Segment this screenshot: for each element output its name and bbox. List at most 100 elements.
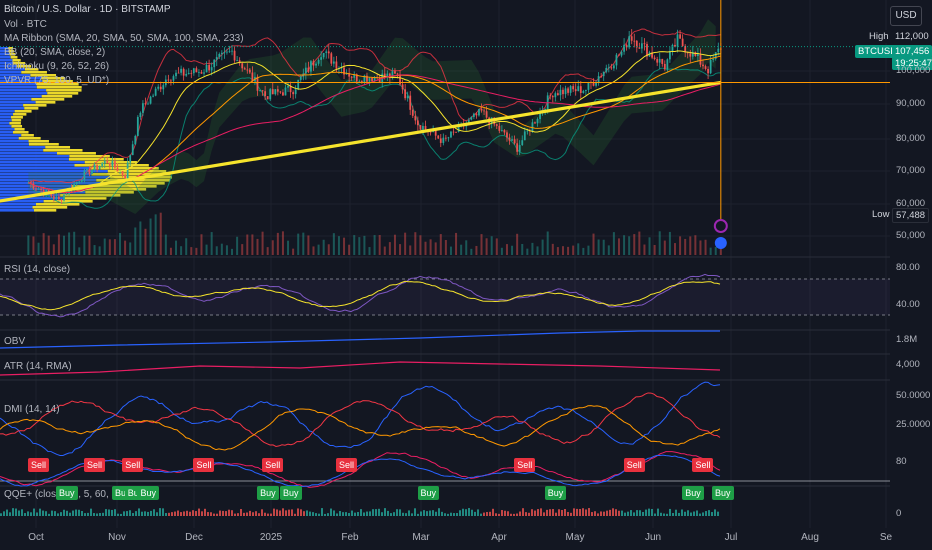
- last-price-tag: 107,456: [892, 45, 932, 58]
- y-tick-qqe: 80: [896, 456, 907, 467]
- qqe-bar: [3, 511, 5, 516]
- volume-bar: [719, 245, 722, 255]
- candle-body: [526, 130, 529, 132]
- indicator-label-bb[interactable]: BB (20, SMA, close, 2): [4, 47, 106, 58]
- volume-bar: [302, 232, 305, 255]
- volume-bar: [348, 244, 351, 255]
- qqe-bar: [465, 509, 467, 516]
- qqe-bar: [576, 508, 578, 516]
- qqe-bar: [297, 508, 299, 516]
- currency-button[interactable]: USD: [890, 6, 922, 26]
- vpvr-bar-down: [45, 146, 71, 149]
- candle-body: [503, 130, 506, 133]
- qqe-bar: [189, 511, 191, 516]
- x-tick: Jun: [644, 532, 662, 543]
- indicator-label-ichimoku[interactable]: Ichimoku (9, 26, 52, 26): [4, 61, 110, 72]
- qqe-bar: [135, 511, 137, 516]
- qqe-bar: [303, 511, 305, 516]
- candle-body: [707, 68, 709, 74]
- qqe-bar: [546, 509, 548, 516]
- volume-bar: [449, 246, 452, 255]
- qqe-bar: [171, 512, 173, 516]
- indicator-label-vpvr[interactable]: VPVR (75, 100, 5_UD*): [4, 75, 110, 86]
- pane-label-obv[interactable]: OBV: [4, 336, 26, 347]
- y-tick-atr: 4,000: [896, 359, 920, 370]
- qqe-bar: [246, 512, 248, 516]
- volume-bar: [175, 240, 178, 255]
- vpvr-bar-down: [14, 110, 32, 113]
- qqe-bar: [324, 513, 326, 516]
- volume-bar: [404, 232, 407, 255]
- candle-body: [304, 67, 307, 74]
- candle-body: [437, 135, 440, 139]
- qqe-bar: [159, 508, 161, 516]
- candle-body: [628, 36, 631, 48]
- candle-body: [518, 145, 521, 152]
- vpvr-bar-down: [107, 170, 167, 173]
- vpvr-bar-down: [60, 194, 121, 197]
- qqe-bar: [132, 513, 134, 516]
- candle-body: [185, 73, 188, 76]
- vpvr-bar-down: [12, 59, 21, 62]
- volume-bar: [607, 245, 610, 255]
- candle-body: [108, 162, 111, 166]
- volume-bar: [490, 236, 493, 255]
- volume-bar: [88, 235, 91, 255]
- candle-body: [531, 122, 534, 132]
- candle-body: [564, 88, 567, 95]
- qqe-bar: [588, 508, 590, 516]
- qqe-bar: [78, 509, 80, 516]
- vpvr-bar-up: [0, 176, 111, 179]
- adx-line: [0, 405, 721, 451]
- qqe-bar: [345, 512, 347, 516]
- pane-label-rsi[interactable]: RSI (14, close): [4, 264, 71, 275]
- volume-bar: [551, 243, 554, 255]
- candle-body: [480, 108, 483, 111]
- candle-body: [343, 67, 345, 75]
- candle-body: [139, 112, 142, 118]
- y-tick-qqe: 0: [896, 508, 902, 519]
- volume-bar: [210, 232, 213, 255]
- qqe-bar: [141, 511, 143, 516]
- volume-bar: [343, 237, 346, 255]
- candle-body: [523, 131, 526, 141]
- y-tick-price: 100,000: [896, 65, 931, 76]
- volume-bar: [287, 240, 290, 255]
- qqe-bar: [228, 509, 230, 516]
- vpvr-bar-up: [0, 143, 29, 146]
- qqe-bar: [705, 511, 707, 516]
- candle-body: [663, 63, 666, 70]
- vpvr-bar-down: [47, 92, 79, 95]
- qqe-bar: [642, 512, 644, 516]
- qqe-bar: [639, 510, 641, 516]
- volume-bar: [592, 233, 595, 255]
- vpvr-bar-up: [0, 197, 64, 200]
- vpvr-bar-up: [0, 47, 9, 50]
- qqe-bar: [342, 512, 344, 516]
- qqe-bar: [57, 513, 59, 516]
- volume-bar: [623, 235, 626, 255]
- volume-bar: [164, 234, 167, 255]
- volume-bar: [399, 244, 402, 255]
- pane-label-dmi[interactable]: DMI (14, 14): [4, 404, 60, 415]
- candle-body: [712, 58, 715, 60]
- candle-body: [106, 160, 109, 163]
- candle-body: [470, 116, 473, 120]
- sell-signal-badge: Sell: [122, 458, 144, 472]
- pane-label-atr[interactable]: ATR (14, RMA): [4, 361, 72, 372]
- indicator-label-ma-ribbon[interactable]: MA Ribbon (SMA, 20, SMA, 50, SMA, 100, S…: [4, 33, 244, 44]
- volume-bar: [327, 244, 330, 255]
- candle-body: [656, 59, 659, 63]
- candle-body: [620, 51, 623, 56]
- indicator-label-volume[interactable]: Vol · BTC: [4, 19, 47, 30]
- vpvr-bar-down: [41, 95, 73, 98]
- volume-bar: [628, 236, 631, 255]
- candle-body: [450, 131, 452, 138]
- vpvr-bar-down: [85, 191, 134, 194]
- volume-bar: [266, 247, 269, 255]
- candle-body: [612, 65, 615, 69]
- qqe-bar: [309, 511, 311, 516]
- qqe-bar: [519, 511, 521, 516]
- candle-body: [579, 86, 582, 93]
